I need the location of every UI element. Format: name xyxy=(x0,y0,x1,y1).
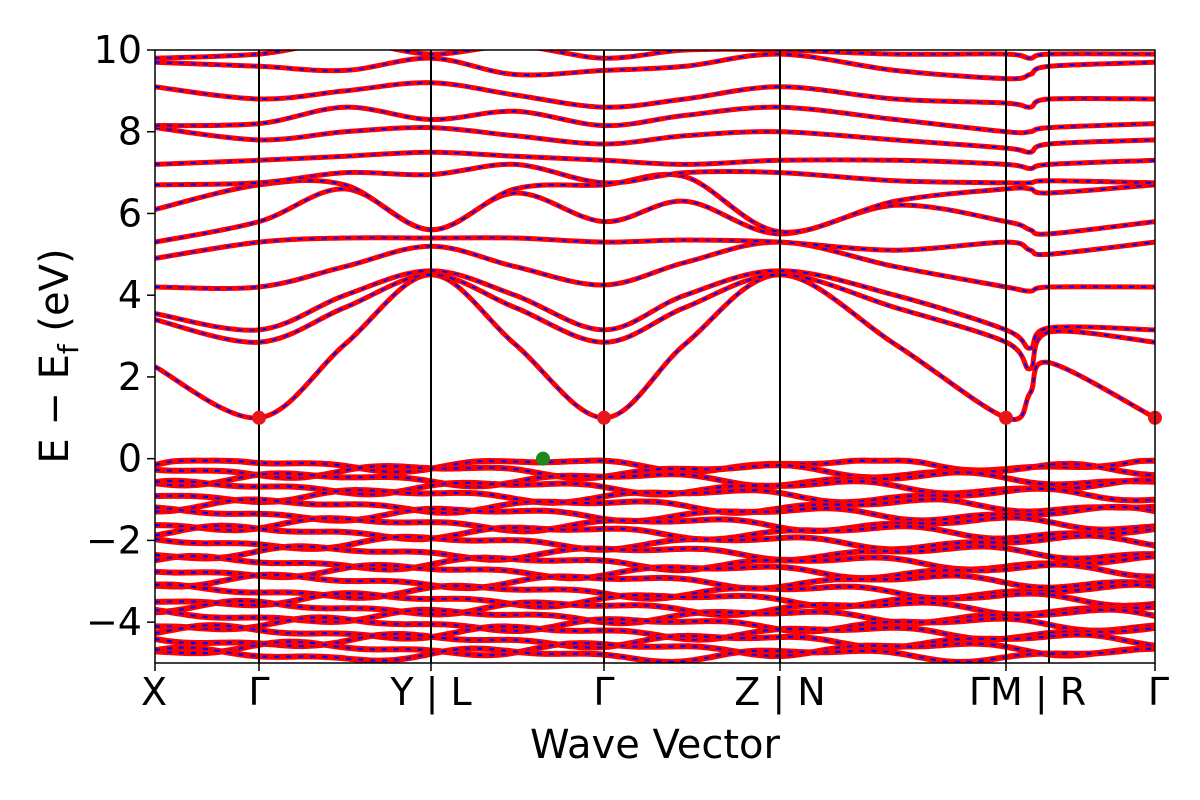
valence-band-15 xyxy=(155,590,1155,610)
conduction-band-overlay-4 xyxy=(155,236,1155,260)
y-axis-ticks: −4 −2 0 2 4 6 8 10 xyxy=(86,28,155,644)
conduction-band-overlay-13 xyxy=(155,50,1155,60)
valence-band-18 xyxy=(155,614,1155,635)
x-tick-label-5: ΓM | R xyxy=(969,670,1086,715)
y-tick-label-2: 0 xyxy=(118,437,142,481)
conduction-band-overlay-0 xyxy=(155,273,1155,421)
conduction-band-overlay-3 xyxy=(155,241,1155,293)
y-tick-label-7: 10 xyxy=(94,28,142,72)
y-tick-label-6: 8 xyxy=(118,110,142,154)
valence-band-22 xyxy=(155,644,1155,663)
kpoint-lines xyxy=(258,50,1050,663)
valence-band-12 xyxy=(155,561,1155,582)
y-axis-title-main: E − E xyxy=(32,354,78,464)
x-tick-label-2: Y | L xyxy=(389,670,471,715)
y-tick-label-3: 2 xyxy=(118,355,142,399)
y-axis-title: E − Ef (eV) xyxy=(32,248,85,463)
x-tick-label-1: Γ xyxy=(248,670,269,714)
conduction-band-10 xyxy=(155,104,1155,136)
x-axis-title: Wave Vector xyxy=(530,722,781,768)
valence-band-10 xyxy=(155,543,1155,563)
conduction-band-overlay-9 xyxy=(155,126,1155,154)
conduction-band-overlay-7 xyxy=(155,163,1155,186)
vbm-marker-0 xyxy=(536,451,550,466)
plot-frame xyxy=(154,49,1156,664)
valence-band-5 xyxy=(155,496,1155,516)
conduction-band-12 xyxy=(155,51,1155,82)
conduction-band-overlay-1 xyxy=(155,273,1155,370)
x-tick-label-4: Z | N xyxy=(734,670,825,715)
x-tick-label-3: Γ xyxy=(593,670,614,714)
x-tick-label-6: Γ xyxy=(1148,670,1169,714)
y-tick-label-4: 4 xyxy=(118,273,142,317)
y-tick-label-5: 6 xyxy=(118,191,142,235)
band-edge-markers xyxy=(252,410,1162,466)
conduction-band-overlay-2 xyxy=(155,269,1155,350)
valence-band-8 xyxy=(155,522,1155,543)
x-tick-label-0: X xyxy=(141,670,167,714)
y-axis-title-unit: (eV) xyxy=(32,248,78,344)
valence-band-4 xyxy=(155,485,1155,506)
cbm-marker-2 xyxy=(999,410,1013,425)
x-axis-ticks: X Γ Y | L Γ Z | N ΓM | R Γ xyxy=(141,663,1169,715)
cbm-marker-0 xyxy=(252,410,266,425)
conduction-band-overlay-6 xyxy=(155,173,1155,234)
y-axis-title-sub: f xyxy=(52,343,85,354)
bands-layer xyxy=(155,50,1155,663)
valence-band-16 xyxy=(155,597,1155,619)
valence-band-13 xyxy=(155,571,1155,592)
cbm-marker-1 xyxy=(597,410,611,425)
conduction-band-overlay-8 xyxy=(155,151,1155,170)
valence-band-2 xyxy=(155,469,1155,490)
valence-band-21 xyxy=(155,638,1155,660)
valence-band-7 xyxy=(155,514,1155,535)
conduction-band-11 xyxy=(155,80,1155,110)
conduction-band-5 xyxy=(155,186,1155,245)
y-tick-label-1: −2 xyxy=(86,518,142,562)
y-tick-label-0: −4 xyxy=(86,600,142,644)
